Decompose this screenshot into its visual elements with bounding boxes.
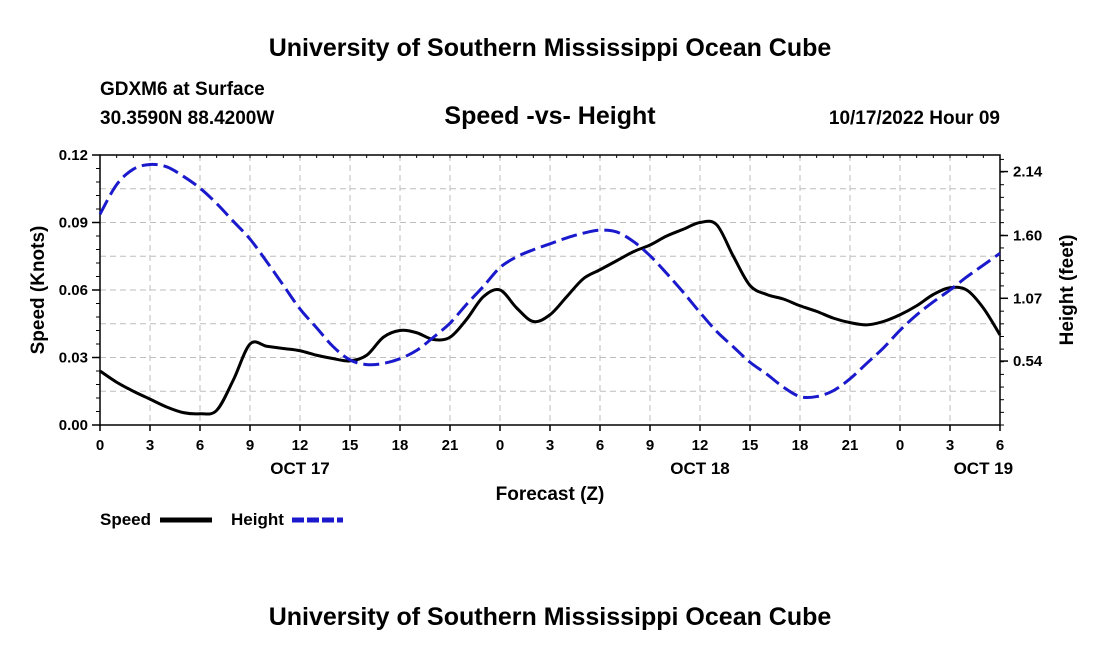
datetime-label: 10/17/2022 Hour 09 (829, 108, 1000, 129)
x-axis-title: Forecast (Z) (496, 484, 605, 505)
frame-ticks (92, 154, 1008, 431)
y-tick-label: 0.00 (59, 417, 88, 434)
y-tick-label: 0.12 (59, 147, 88, 164)
x-tick-label: 0 (896, 437, 904, 454)
y2-tick-label: 1.07 (1013, 290, 1042, 307)
station-label: GDXM6 at Surface (100, 79, 265, 100)
y2-tick-label: 0.54 (1013, 353, 1043, 370)
footer-title: University of Southern Mississippi Ocean… (269, 603, 832, 631)
date-label: OCT 19 (954, 459, 1014, 478)
legend: Speed Height (100, 510, 343, 529)
x-tick-label: 15 (342, 437, 359, 454)
x-tick-label: 12 (292, 437, 309, 454)
x-tick-label: 6 (596, 437, 604, 454)
x-tick-label: 0 (96, 437, 104, 454)
date-label: OCT 18 (670, 459, 730, 478)
x-tick-label: 12 (692, 437, 709, 454)
x-tick-label: 3 (146, 437, 154, 454)
y-tick-label: 0.09 (59, 215, 88, 232)
x-tick-label: 3 (546, 437, 554, 454)
x-tick-label: 18 (792, 437, 809, 454)
legend-height-label: Height (231, 510, 284, 529)
x-tick-label: 3 (946, 437, 954, 454)
x-tick-label: 6 (196, 437, 204, 454)
legend-speed-label: Speed (100, 510, 151, 529)
series-line-height (98, 162, 1001, 400)
x-tick-label: 6 (996, 437, 1004, 454)
y-tick-label: 0.06 (59, 282, 88, 299)
location-label: 30.3590N 88.4200W (100, 108, 274, 129)
x-tick-label: 9 (646, 437, 654, 454)
x-tick-label: 18 (392, 437, 409, 454)
y2-axis-title: Height (feet) (1057, 235, 1078, 346)
x-tick-label: 21 (842, 437, 859, 454)
series-line-speed (99, 219, 1002, 416)
axis-labels: 0 3 6 9 12 15 18 21 0 3 6 9 12 15 18 21 0 3 6 OCT 17 OCT 18 O… (59, 147, 1043, 478)
x-tick-label: 15 (742, 437, 759, 454)
y-tick-label: 0.03 (59, 350, 88, 367)
series-layer (98, 162, 1002, 416)
y-axis-title: Speed (Knots) (28, 226, 49, 355)
date-label: OCT 17 (270, 459, 330, 478)
main-title: University of Southern Mississippi Ocean… (269, 34, 832, 62)
x-tick-label: 21 (442, 437, 459, 454)
y2-tick-label: 2.14 (1013, 164, 1043, 181)
x-tick-label: 9 (246, 437, 254, 454)
y2-tick-label: 1.60 (1013, 228, 1042, 245)
chart-title: Speed -vs- Height (444, 102, 656, 130)
grid (100, 155, 1000, 425)
x-tick-label: 0 (496, 437, 504, 454)
